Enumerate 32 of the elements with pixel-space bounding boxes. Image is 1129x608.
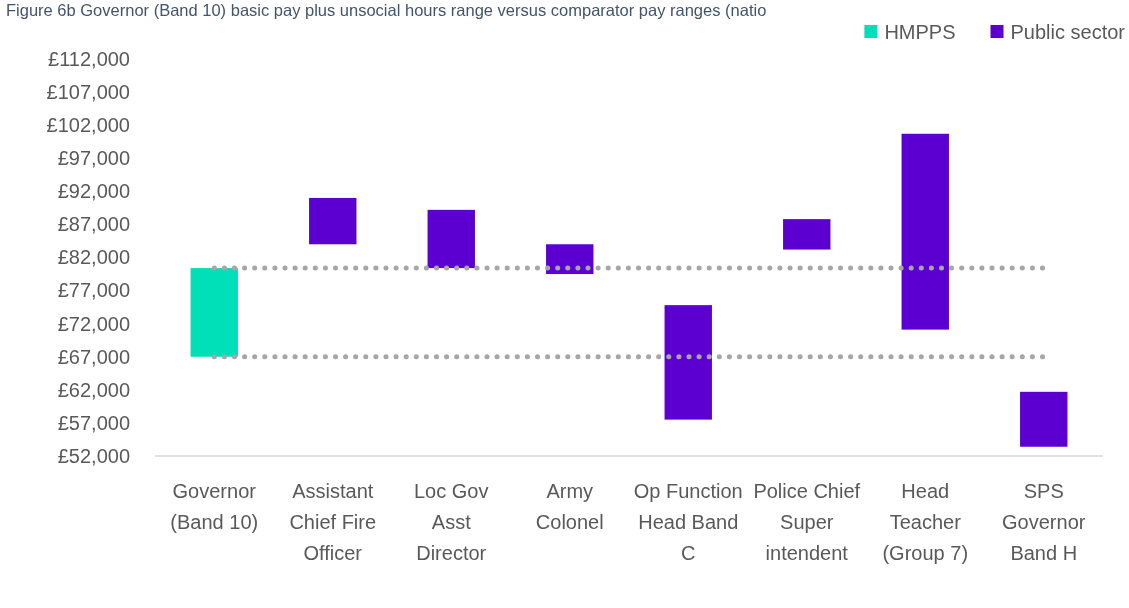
x-tick-label: Loc Gov Asst Director: [414, 480, 489, 564]
bar: [427, 209, 475, 269]
y-tick-label: £87,000: [57, 213, 130, 236]
y-tick-label: £57,000: [57, 411, 130, 434]
y-tick-label: £97,000: [57, 147, 130, 170]
legend-label: HMPPS: [884, 21, 956, 43]
bar: [1020, 391, 1068, 447]
x-tick-label: Governor (Band 10): [170, 480, 259, 533]
y-tick-label: £77,000: [57, 279, 130, 302]
x-tick-label: Police Chief Super intendent: [753, 480, 861, 564]
y-tick-label: £107,000: [46, 80, 130, 103]
x-tick-label: Head Teacher (Group 7): [882, 480, 969, 564]
y-tick-label: £67,000: [57, 345, 130, 368]
y-tick-label: £92,000: [57, 180, 130, 203]
bar: [546, 244, 594, 275]
y-tick-label: £102,000: [46, 114, 130, 137]
bar: [664, 305, 712, 420]
y-tick-label: £112,000: [48, 47, 130, 70]
y-tick-label: £62,000: [57, 378, 130, 401]
y-tick-label: £52,000: [57, 444, 130, 467]
y-tick-label: £72,000: [57, 312, 130, 335]
legend-label: Public sector: [1010, 21, 1126, 43]
x-tick-label: Op Function Head Band C: [633, 480, 743, 564]
bar: [783, 219, 831, 250]
chart-title: Figure 6b Governor (Band 10) basic pay plus unsocial hours range versus comparator pay ranges (natio: [6, 1, 767, 19]
x-tick-label: SPS Governor Band H: [1002, 480, 1086, 564]
y-tick-label: £82,000: [57, 246, 130, 269]
bar: [901, 133, 949, 330]
bar: [309, 197, 357, 245]
x-tick-label: Army Colonel: [535, 480, 604, 533]
x-tick-label: Assistant Chief Fire Officer: [289, 480, 377, 564]
bar: [190, 268, 238, 357]
